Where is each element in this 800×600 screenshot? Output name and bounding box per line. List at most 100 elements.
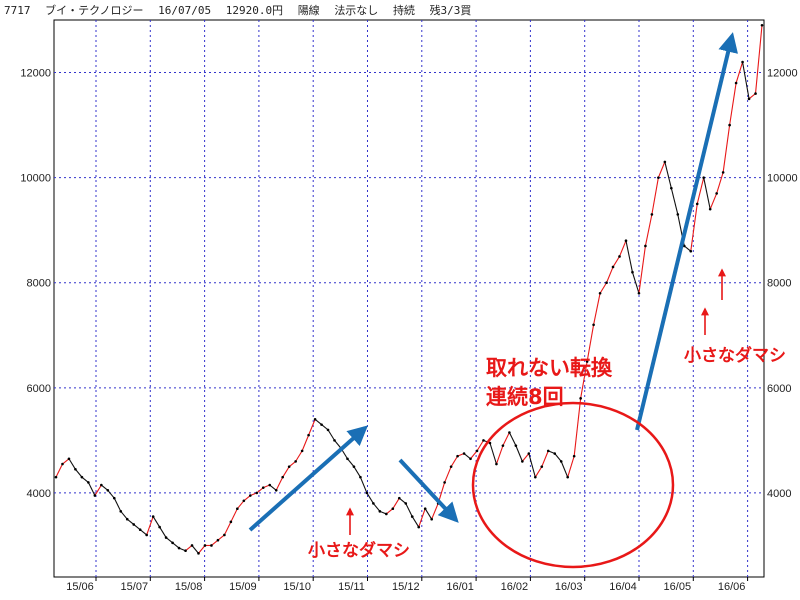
series-segment xyxy=(107,489,115,499)
series-segment xyxy=(256,487,264,494)
series-segment xyxy=(418,508,426,528)
y-tick-label-right: 8000 xyxy=(767,278,791,290)
series-segment xyxy=(120,510,128,520)
series-point xyxy=(346,457,349,461)
series-point xyxy=(747,97,751,101)
series-point xyxy=(611,265,615,269)
x-tick-label: 15/12 xyxy=(392,581,420,593)
series-point xyxy=(93,494,97,497)
series-point xyxy=(287,465,291,468)
series-segment xyxy=(625,240,633,273)
series-point xyxy=(644,244,647,248)
x-tick-label: 15/07 xyxy=(121,581,149,593)
series-segment xyxy=(735,61,744,84)
series-point xyxy=(145,533,148,537)
series-segment xyxy=(359,476,368,494)
series-point xyxy=(708,207,712,211)
series-segment xyxy=(521,453,530,462)
x-tick-label: 15/10 xyxy=(283,581,311,593)
x-tick-label: 16/03 xyxy=(555,581,583,593)
series-segment xyxy=(573,398,582,457)
series-segment xyxy=(100,484,109,491)
series-point xyxy=(177,546,181,550)
series-point xyxy=(579,397,582,400)
series-point xyxy=(158,525,161,529)
series-point xyxy=(300,449,304,453)
series-segment xyxy=(742,61,750,99)
y-tick-label-left: 4000 xyxy=(27,488,51,500)
series-segment xyxy=(515,445,523,462)
series-point xyxy=(138,528,142,532)
series-point xyxy=(385,512,388,516)
series-segment xyxy=(398,497,407,504)
y-tick-label-right: 12000 xyxy=(767,68,798,80)
series-segment xyxy=(334,440,342,449)
series-point xyxy=(242,499,246,503)
series-point xyxy=(132,523,136,526)
series-segment xyxy=(606,266,614,283)
series-segment xyxy=(729,82,737,126)
series-segment xyxy=(288,460,296,468)
series-point xyxy=(125,517,129,521)
series-segment xyxy=(593,293,601,325)
x-tick-label: 15/08 xyxy=(175,581,203,593)
series-segment xyxy=(411,516,420,528)
series-segment xyxy=(696,177,705,205)
series-segment xyxy=(463,453,471,460)
series-point xyxy=(210,544,213,547)
x-tick-label: 16/02 xyxy=(501,581,529,593)
series-point xyxy=(689,249,693,253)
series-point xyxy=(365,491,369,495)
series-segment xyxy=(534,466,543,478)
series-segment xyxy=(651,177,659,215)
series-point xyxy=(637,291,641,295)
series-segment xyxy=(230,508,238,523)
stock-code: 7717 xyxy=(4,4,31,17)
series-point xyxy=(566,475,569,479)
x-tick-label: 16/05 xyxy=(664,581,692,593)
series-point xyxy=(80,475,84,479)
series-point xyxy=(624,239,628,242)
series-point xyxy=(508,431,511,434)
series-segment xyxy=(243,495,251,502)
trend-arrow-up-2 xyxy=(635,32,738,431)
series-point xyxy=(430,517,433,521)
series-segment xyxy=(424,508,433,520)
header-flag: 法示なし xyxy=(334,4,379,17)
series-point xyxy=(249,494,252,497)
series-point xyxy=(313,418,317,421)
series-point xyxy=(741,60,744,64)
series-point xyxy=(534,475,537,479)
header-remain: 残3/3買 xyxy=(429,4,472,17)
series-segment xyxy=(599,282,608,294)
series-point xyxy=(326,428,330,432)
series-point xyxy=(657,176,660,179)
annotations: 小さなダマシ 小さなダマシ 取れない転換 連続8回 xyxy=(248,32,786,569)
series-segment xyxy=(152,516,161,528)
series-segment xyxy=(644,214,653,247)
y-tick-label-left: 10000 xyxy=(20,173,51,185)
series-point xyxy=(404,502,408,505)
series-point xyxy=(728,123,731,127)
series-segment xyxy=(431,503,439,520)
y-tick-label-left: 12000 xyxy=(20,68,51,80)
series-segment xyxy=(489,442,497,465)
grid xyxy=(53,19,765,578)
series-segment xyxy=(495,445,504,465)
series-point xyxy=(423,507,427,510)
series-point xyxy=(397,496,401,500)
series-segment xyxy=(631,272,640,294)
series-point xyxy=(592,323,595,327)
series-point xyxy=(469,457,472,461)
y-tick-label-right: 4000 xyxy=(767,488,791,500)
series-point xyxy=(443,481,446,484)
series-segment xyxy=(502,432,510,446)
series-segment xyxy=(612,256,620,268)
series-point xyxy=(410,515,414,518)
series-point xyxy=(585,360,589,363)
x-tick-label: 15/09 xyxy=(229,581,257,593)
series-segment xyxy=(62,458,70,465)
series-point xyxy=(119,510,123,513)
series-point xyxy=(495,462,498,466)
